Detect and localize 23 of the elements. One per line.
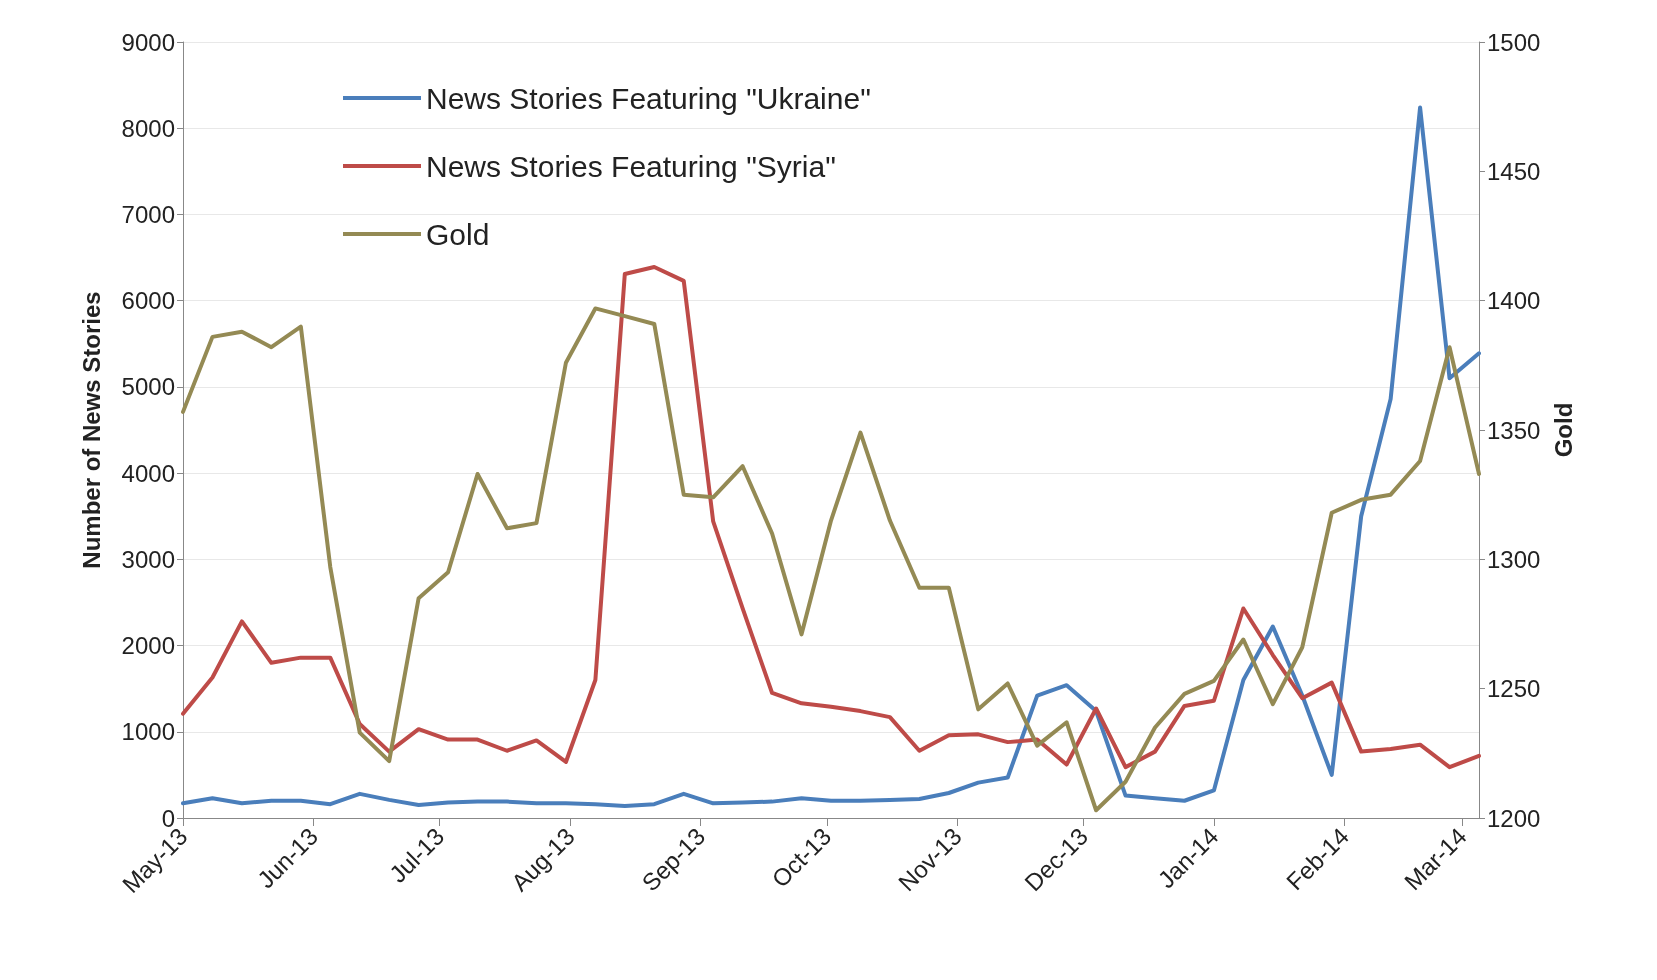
y-tick-label: 7000 bbox=[121, 200, 175, 228]
y2-tick-label: 1300 bbox=[1487, 545, 1541, 573]
y2-tick-label: 1250 bbox=[1487, 675, 1541, 703]
y2-axis-title: Gold bbox=[1549, 402, 1577, 458]
y-tick-label: 2000 bbox=[121, 632, 175, 660]
y2-tick-label: 1400 bbox=[1487, 287, 1541, 315]
y2-tick-label: 1350 bbox=[1487, 416, 1541, 444]
y2-tick-label: 1500 bbox=[1487, 28, 1541, 56]
y-tick-label: 1000 bbox=[121, 718, 175, 746]
y-tick-label: 3000 bbox=[121, 545, 175, 573]
y-tick-label: 9000 bbox=[121, 28, 175, 56]
legend-label: News Stories Featuring "Syria" bbox=[426, 149, 836, 183]
y-tick-label: 5000 bbox=[121, 373, 175, 401]
line-series bbox=[181, 265, 1481, 770]
y2-tick-label: 1200 bbox=[1487, 804, 1541, 832]
line-series bbox=[181, 306, 1481, 813]
y2-tick-label: 1450 bbox=[1487, 157, 1541, 185]
legend-label: Gold bbox=[426, 217, 490, 251]
legend-label: News Stories Featuring "Ukraine" bbox=[426, 81, 871, 115]
y-tick-label: 8000 bbox=[121, 114, 175, 142]
y-tick-label: 4000 bbox=[121, 459, 175, 487]
y-tick-label: 6000 bbox=[121, 287, 175, 315]
y-axis-title: Number of News Stories bbox=[77, 291, 105, 569]
